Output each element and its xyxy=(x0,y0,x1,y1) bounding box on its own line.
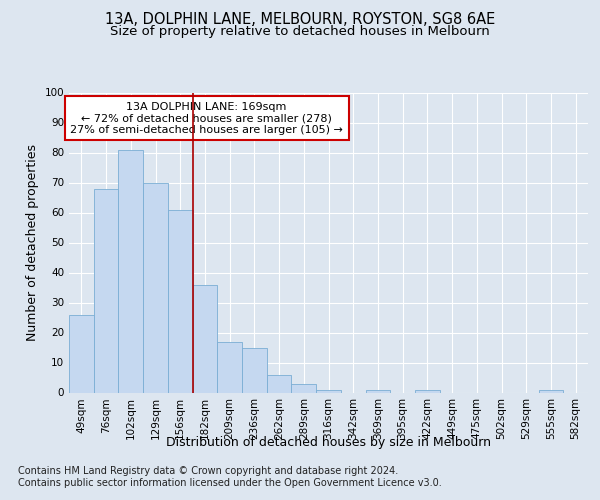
Text: Contains HM Land Registry data © Crown copyright and database right 2024.
Contai: Contains HM Land Registry data © Crown c… xyxy=(18,466,442,487)
Text: Size of property relative to detached houses in Melbourn: Size of property relative to detached ho… xyxy=(110,25,490,38)
Bar xyxy=(168,210,193,392)
Bar xyxy=(267,374,292,392)
Text: 13A, DOLPHIN LANE, MELBOURN, ROYSTON, SG8 6AE: 13A, DOLPHIN LANE, MELBOURN, ROYSTON, SG… xyxy=(105,12,495,28)
Bar xyxy=(143,182,168,392)
Bar xyxy=(539,390,563,392)
Bar xyxy=(316,390,341,392)
Bar xyxy=(69,314,94,392)
Bar xyxy=(118,150,143,392)
Text: Distribution of detached houses by size in Melbourn: Distribution of detached houses by size … xyxy=(166,436,491,449)
Text: 13A DOLPHIN LANE: 169sqm
← 72% of detached houses are smaller (278)
27% of semi-: 13A DOLPHIN LANE: 169sqm ← 72% of detach… xyxy=(70,102,343,134)
Bar xyxy=(94,188,118,392)
Y-axis label: Number of detached properties: Number of detached properties xyxy=(26,144,39,341)
Bar xyxy=(415,390,440,392)
Bar xyxy=(217,342,242,392)
Bar xyxy=(242,348,267,393)
Bar xyxy=(365,390,390,392)
Bar xyxy=(292,384,316,392)
Bar xyxy=(193,284,217,393)
